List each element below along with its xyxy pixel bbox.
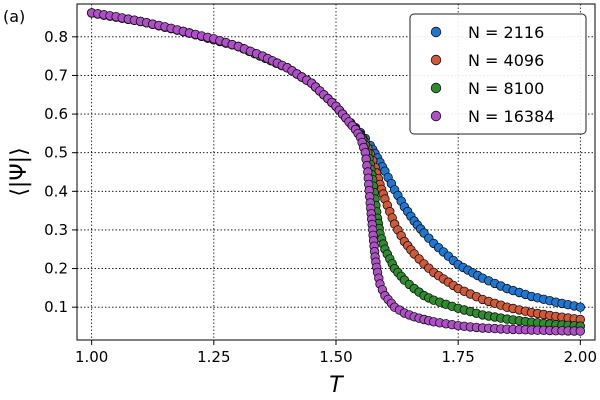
y-axis: 0.1 0.2 0.3 0.4 0.5 0.6 0.7 0.8 [44, 28, 77, 316]
legend-box [409, 13, 587, 135]
legend-entry: N = 2116 [468, 23, 544, 42]
y-tick-label: 0.2 [44, 260, 68, 278]
y-tick-label: 0.1 [44, 298, 68, 316]
legend-marker [430, 26, 442, 38]
y-tick-label: 0.8 [44, 28, 68, 46]
series-4 [86, 8, 586, 336]
legend-entry: N = 16384 [468, 107, 554, 126]
legend-marker [430, 82, 442, 94]
panel-label: (a) [3, 7, 25, 26]
x-tick-label: 1.50 [319, 348, 352, 366]
plot-area [86, 8, 586, 336]
y-tick-label: 0.4 [44, 182, 68, 200]
data-point [575, 326, 586, 336]
y-tick-label: 0.6 [44, 105, 68, 123]
legend-marker [430, 110, 442, 122]
legend-marker [430, 54, 442, 66]
legend: N = 2116 N = 4096 N = 8100 N = 16384 [409, 13, 587, 135]
x-tick-label: 1.75 [441, 348, 474, 366]
x-axis: 1.00 1.25 1.50 1.75 2.00 [75, 340, 597, 366]
y-tick-label: 0.5 [44, 144, 68, 162]
legend-entry: N = 4096 [468, 51, 544, 70]
x-tick-label: 2.00 [564, 348, 597, 366]
y-tick-label: 0.3 [44, 221, 68, 239]
legend-entry: N = 8100 [468, 79, 544, 98]
data-point [575, 302, 586, 312]
x-tick-label: 1.00 [75, 348, 108, 366]
x-tick-label: 1.25 [197, 348, 230, 366]
y-axis-title: ⟨|Ψ|⟩ [7, 147, 32, 196]
y-tick-label: 0.7 [44, 66, 68, 84]
x-axis-title: T [329, 373, 344, 398]
